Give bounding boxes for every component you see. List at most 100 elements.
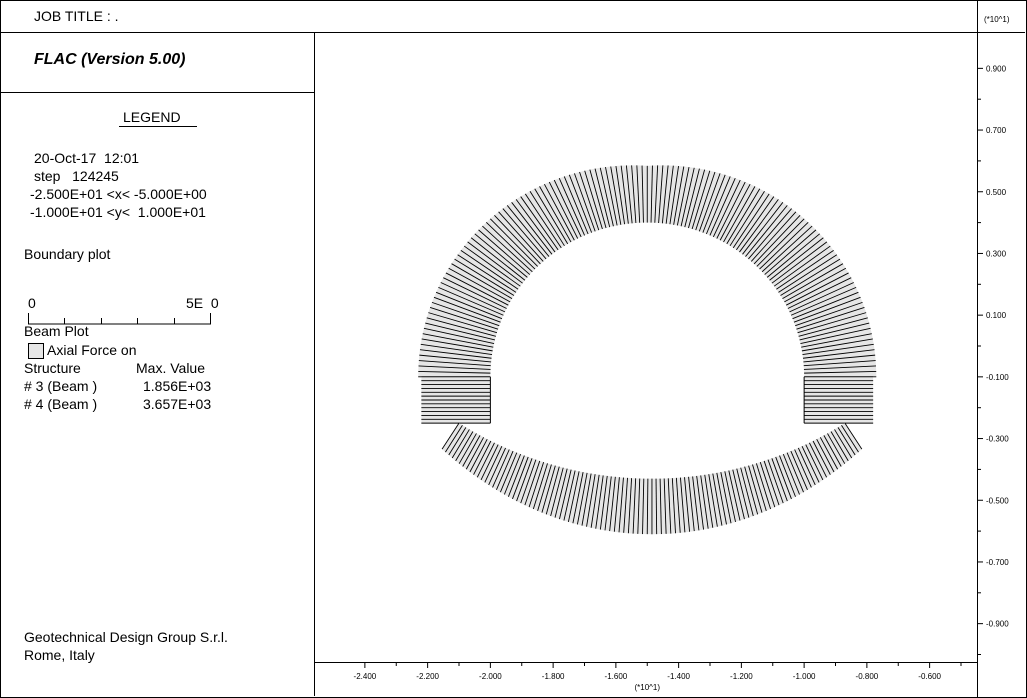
axial-force-line [704, 474, 714, 528]
axial-force-line [767, 459, 784, 504]
axial-force-line [448, 267, 511, 303]
axial-force-line [418, 365, 491, 370]
axial-force-line [780, 258, 841, 296]
axial-force-line [675, 477, 681, 533]
axial-force-line [744, 466, 759, 515]
axial-force-line [812, 440, 831, 475]
axial-force-line [586, 474, 596, 527]
axial-force-line [802, 349, 875, 359]
axial-force-line [609, 476, 616, 532]
x-tick-label: -2.000 [479, 672, 502, 681]
axial-force-line [443, 277, 507, 309]
axial-force-line [489, 218, 538, 267]
axial-force-line [524, 193, 562, 249]
legend-step: step 124245 [34, 168, 119, 184]
axial-force-line [422, 333, 494, 348]
axial-force-line [524, 460, 541, 506]
axial-force-line [610, 166, 622, 225]
axial-force-line [488, 447, 506, 486]
axial-force-line [771, 241, 828, 284]
axial-force-line [553, 179, 582, 238]
left-sidewall [421, 376, 491, 424]
axial-force-line [563, 176, 589, 235]
legend-y-range: -1.000E+01 <y< 1.000E+01 [30, 204, 206, 220]
y-axis-multiplier: (*10^1) [984, 15, 1010, 24]
axial-force-line [709, 178, 736, 236]
axial-force-line [467, 241, 523, 284]
axial-force-line [663, 478, 667, 534]
axial-force-line [423, 327, 495, 345]
axial-force-line [576, 472, 588, 525]
axial-force-line [819, 437, 839, 470]
axial-force-line [579, 171, 600, 231]
y-tick-label: -0.700 [986, 558, 1009, 567]
beam-axial-force-plot [418, 165, 877, 535]
axial-force-line [669, 165, 680, 225]
axial-force-line [451, 429, 470, 459]
axial-force-line [789, 282, 854, 313]
version-box: FLAC (Version 5.00) [0, 33, 314, 93]
axial-force-line [502, 208, 547, 260]
y-tick-label: 0.700 [986, 126, 1007, 135]
axial-force-line [445, 272, 509, 306]
right-sidewall [803, 376, 874, 424]
axial-force-line [803, 360, 876, 367]
axial-force-line [750, 211, 797, 262]
axial-force-line [756, 218, 805, 267]
axial-force-line [728, 470, 741, 521]
axial-force-line [545, 466, 560, 515]
axial-force-line [604, 476, 612, 531]
axial-force-line [476, 442, 495, 478]
axial-force-line [680, 167, 695, 227]
axial-force-line [712, 179, 741, 238]
x-tick-label: -0.600 [918, 672, 941, 681]
axial-force-line [665, 165, 674, 224]
axial-force-line [782, 263, 844, 300]
structure-header: Structure [24, 360, 81, 376]
axial-force-line [574, 173, 596, 232]
axial-force-line [655, 478, 658, 535]
legend-x-range: -2.500E+01 <x< -5.000E+00 [30, 186, 207, 202]
axial-force-line [739, 199, 779, 253]
x-tick-label: -0.800 [856, 672, 879, 681]
axial-force-line [419, 349, 492, 359]
axial-force-line [745, 205, 788, 257]
axial-force-line [595, 475, 604, 529]
axial-force-line [620, 165, 629, 224]
axial-force-line [785, 272, 849, 306]
axial-force-line [460, 249, 519, 290]
axial-force-line [516, 458, 533, 502]
axial-force-line [798, 317, 868, 337]
axial-force-line [801, 446, 820, 483]
beam-4-axial-force [441, 422, 863, 535]
axial-force-line [539, 186, 572, 243]
axial-force-line [696, 475, 704, 530]
axial-force-line [688, 169, 706, 229]
axial-force-line [688, 476, 695, 532]
axial-force-line [511, 202, 553, 255]
y-tick-label: 0.100 [986, 311, 1007, 320]
max-value-header: Max. Value [136, 360, 205, 376]
structure-name: # 3 (Beam ) [24, 378, 98, 394]
axial-force-line [695, 171, 716, 231]
legend-date: 20-Oct-17 12:01 [34, 150, 140, 166]
axial-force-line [776, 249, 834, 290]
axial-force-line [732, 469, 745, 520]
axial-force-line [548, 181, 579, 239]
axial-force-line [844, 422, 863, 450]
axial-force-line [448, 427, 467, 456]
axial-force-line [441, 422, 460, 450]
axial-force-line [458, 433, 477, 464]
axial-force-line [584, 170, 603, 230]
axial-force-line [676, 167, 690, 226]
axial-force-line [729, 190, 765, 247]
axial-force-line [454, 258, 515, 296]
axial-force-line [529, 190, 565, 247]
axial-force-line [800, 327, 871, 345]
axial-force-line [724, 471, 736, 523]
axial-force-line [558, 178, 586, 236]
axial-force-line [613, 477, 620, 532]
axial-force-line [759, 222, 809, 270]
axial-force-line [515, 199, 556, 253]
axial-force-line [769, 237, 824, 281]
